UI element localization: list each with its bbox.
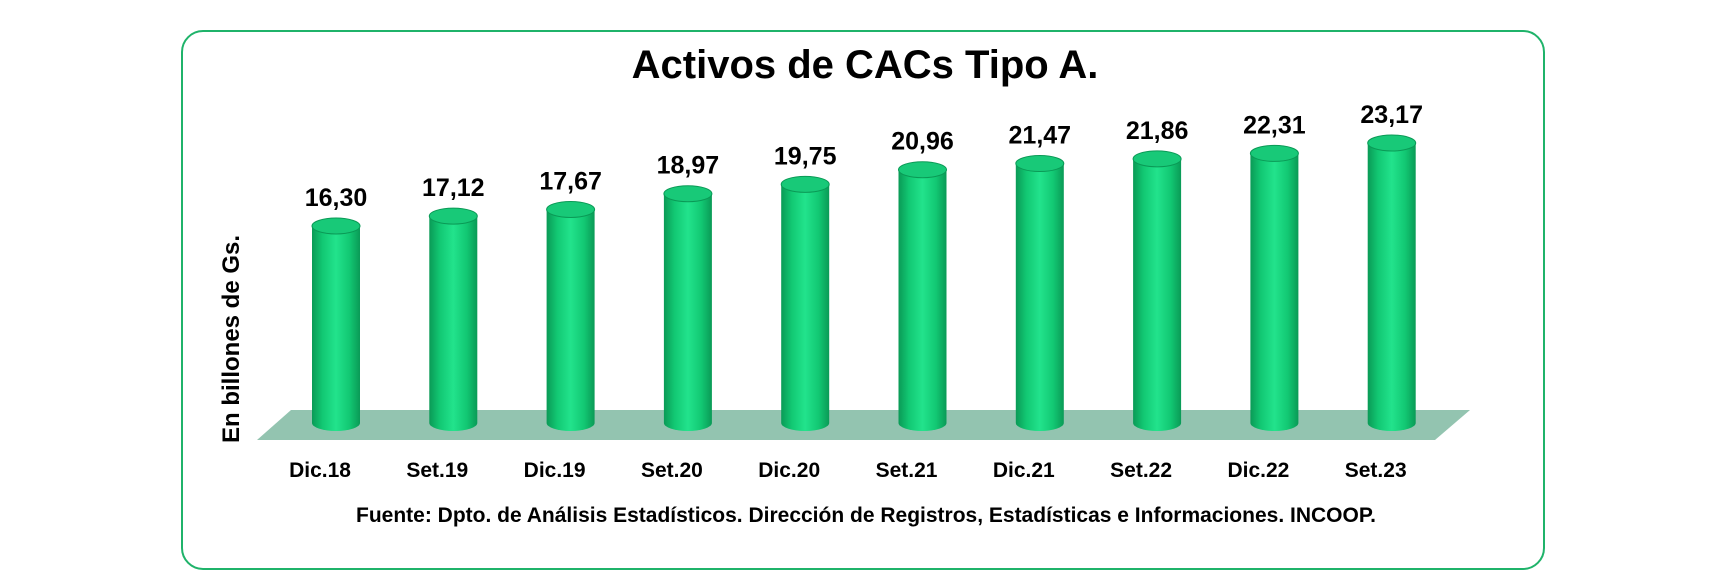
bar-Set.20	[663, 185, 713, 431]
bar-top	[1015, 155, 1065, 173]
bar-body	[1367, 143, 1416, 431]
x-tick-label: Dic.20	[758, 459, 820, 482]
x-tick-label: Set.22	[1110, 459, 1172, 482]
value-label: 21,86	[1126, 117, 1189, 145]
bar-Dic.22	[1249, 144, 1299, 431]
value-label: 17,12	[422, 174, 485, 202]
bar-top	[1367, 134, 1417, 152]
x-tick-label: Dic.22	[1227, 459, 1289, 482]
bar-Set.19	[428, 207, 478, 431]
bar-Dic.19	[546, 200, 596, 431]
bar-body	[312, 226, 360, 431]
bar-body	[546, 209, 595, 431]
bar-Dic.21	[1015, 155, 1065, 431]
value-labels-group: 16,30 17,12 17,67 18,97 19,75 20,96 21,47 21,86…	[305, 101, 1423, 212]
bar-Set.22	[1132, 150, 1182, 431]
bar-top	[663, 185, 713, 203]
x-tick-label: Dic.18	[289, 459, 351, 482]
source-note: Fuente: Dpto. de Análisis Estadísticos. …	[356, 504, 1376, 527]
bar-body	[429, 216, 478, 431]
value-label: 22,31	[1243, 111, 1306, 139]
bar-body	[663, 193, 712, 431]
x-tick-label: Set.20	[641, 459, 703, 482]
bar-top	[898, 161, 947, 179]
bar-Dic.20	[780, 175, 830, 431]
bar-body	[1015, 163, 1064, 431]
x-tick-label: Set.21	[876, 459, 938, 482]
bars-group	[311, 134, 1417, 432]
bar-body	[781, 184, 830, 431]
bar-top	[311, 217, 361, 235]
bar-body	[1250, 153, 1299, 431]
bar-top	[428, 207, 478, 225]
bar-Set.21	[898, 161, 947, 432]
value-label: 18,97	[657, 152, 720, 180]
value-label: 19,75	[774, 142, 837, 170]
x-tick-label: Dic.21	[993, 459, 1055, 482]
bar-top	[780, 175, 830, 193]
bar-Dic.18	[311, 217, 361, 431]
y-axis-label: En billones de Gs.	[218, 235, 245, 443]
x-tick-labels-group: Dic.18 Set.19 Dic.19 Set.20 Dic.20 Set.21 Dic.…	[289, 459, 1407, 482]
value-label: 17,67	[539, 167, 602, 195]
bar-Set.23	[1367, 134, 1417, 431]
bar-body	[1133, 158, 1182, 431]
x-tick-label: Dic.19	[524, 459, 586, 482]
x-tick-label: Set.19	[406, 459, 468, 482]
bar-top	[546, 200, 596, 218]
value-label: 21,47	[1009, 122, 1072, 150]
value-label: 20,96	[891, 128, 954, 156]
bar-top	[1249, 144, 1299, 162]
chart-frame	[181, 30, 1545, 570]
x-tick-label: Set.23	[1345, 459, 1407, 482]
bar-top	[1132, 150, 1182, 168]
bar-body	[898, 169, 947, 432]
value-label: 16,30	[305, 184, 368, 212]
chart-title: Activos de CACs Tipo A.	[632, 43, 1099, 87]
value-label: 23,17	[1360, 101, 1423, 129]
